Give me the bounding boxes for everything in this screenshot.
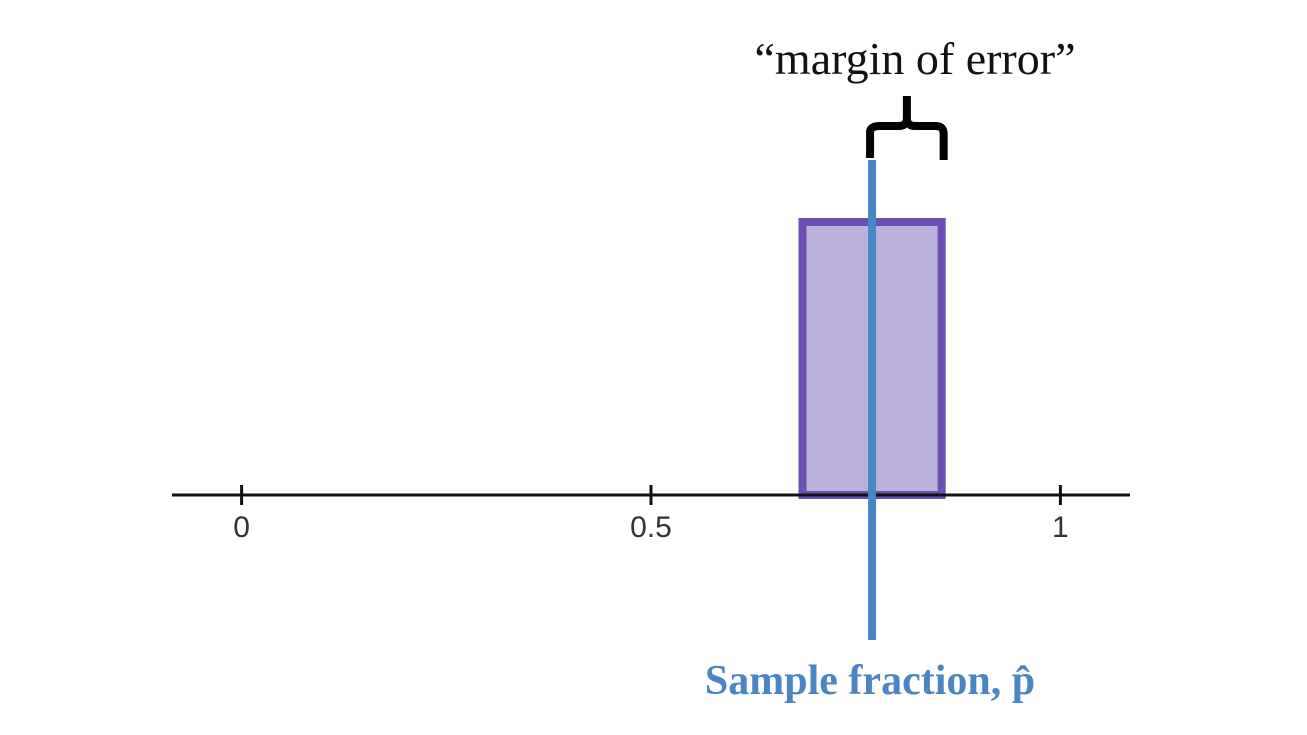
x-tick-label: 1 (1052, 511, 1069, 544)
estimate-label: Sample fraction, p̂ (705, 658, 1035, 704)
x-tick-label: 0 (233, 511, 250, 544)
annotation: “margin of error” (755, 33, 1076, 84)
x-tick-label: 0.5 (630, 511, 672, 544)
margin-brace (866, 96, 948, 160)
